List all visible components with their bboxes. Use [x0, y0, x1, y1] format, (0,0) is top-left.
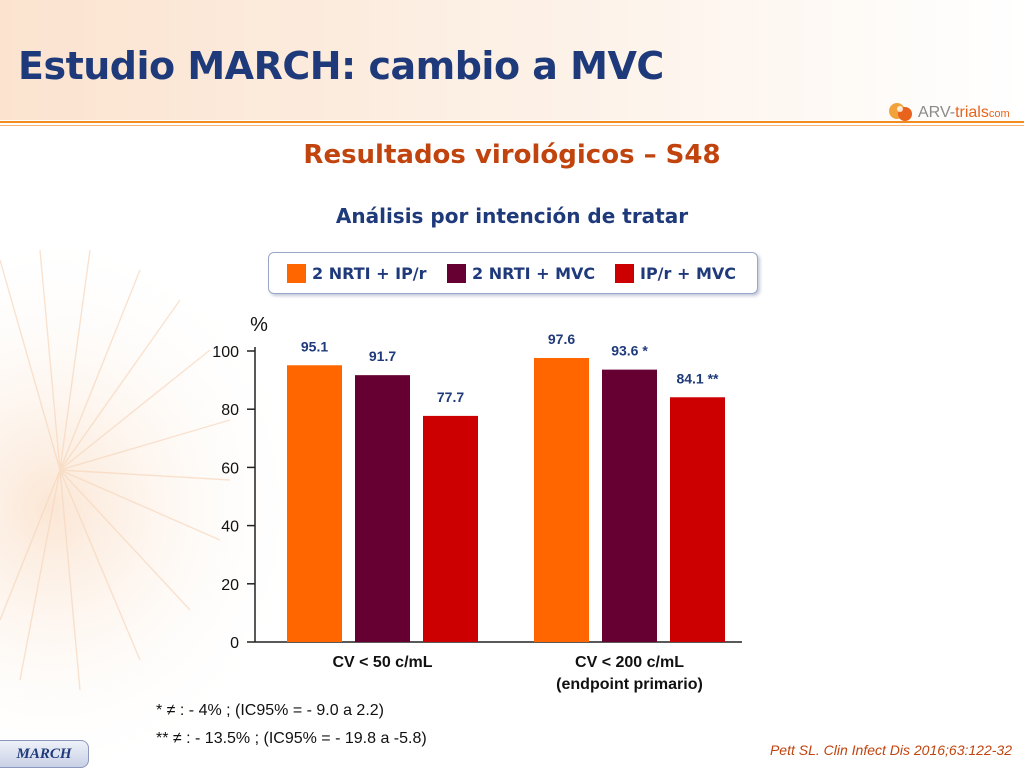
slide-title: Estudio MARCH: cambio a MVC — [18, 44, 664, 88]
y-tick-label: 60 — [221, 460, 239, 477]
data-label-1-1: 95.1 — [301, 338, 328, 354]
x-category-label: CV < 200 c/mL — [575, 654, 684, 671]
data-label-2-1: 91.7 — [369, 348, 396, 364]
data-label-2-2: 93.6 * — [611, 343, 648, 359]
data-label-3-2: 84.1 ** — [676, 370, 719, 386]
legend-swatch-series-1 — [287, 264, 306, 283]
bar-1-1 — [287, 365, 342, 642]
arv-trials-logo-icon — [889, 103, 912, 121]
title-rule-top — [0, 121, 1024, 123]
y-axis-label: % — [250, 314, 268, 336]
legend-swatch-series-3 — [615, 264, 634, 283]
legend-label-series-3: IP/r + MVC — [640, 264, 737, 283]
arv-trials-logo: ARV-trialscom — [886, 100, 1010, 126]
legend-item-series-3: IP/r + MVC — [615, 264, 736, 283]
bar-3-1 — [423, 415, 478, 642]
y-tick-label: 80 — [221, 402, 239, 419]
footnote-1: * ≠ : - 4% ; (IC95% = - 9.0 a 2.2) — [156, 702, 384, 719]
bar-2-2 — [602, 369, 657, 642]
y-tick-label: 40 — [221, 519, 239, 536]
legend-item-series-2: 2 NRTI + MVC — [447, 264, 595, 283]
y-tick-label: 0 — [230, 635, 239, 652]
footnote-2: ** ≠ : - 13.5% ; (IC95% = - 19.8 a -5.8) — [156, 730, 427, 747]
chart-legend: 2 NRTI + IP/r 2 NRTI + MVC IP/r + MVC — [268, 252, 758, 294]
reference-citation: Pett SL. Clin Infect Dis 2016;63:122-32 — [769, 742, 1012, 758]
data-label-1-2: 97.6 — [548, 331, 575, 347]
bar-2-1 — [355, 375, 410, 642]
x-category-label: (endpoint primario) — [556, 676, 703, 693]
march-tag: MARCH — [0, 740, 89, 768]
y-tick-label: 20 — [221, 577, 239, 594]
data-label-3-1: 77.7 — [437, 389, 464, 405]
results-subtitle: Resultados virológicos – S48 — [303, 140, 721, 170]
y-tick-label: 100 — [212, 344, 239, 361]
legend-label-series-1: 2 NRTI + IP/r — [312, 264, 427, 283]
bar-1-2 — [534, 357, 589, 642]
title-rule-bottom — [0, 125, 1024, 126]
legend-item-series-1: 2 NRTI + IP/r — [287, 264, 427, 283]
legend-swatch-series-2 — [447, 264, 466, 283]
analysis-subtitle: Análisis por intención de tratar — [335, 204, 689, 228]
legend-label-series-2: 2 NRTI + MVC — [472, 264, 596, 283]
logo-text: ARV-trialscom — [918, 104, 1010, 121]
x-category-label: CV < 50 c/mL — [332, 654, 432, 671]
bar-3-2 — [670, 397, 725, 642]
